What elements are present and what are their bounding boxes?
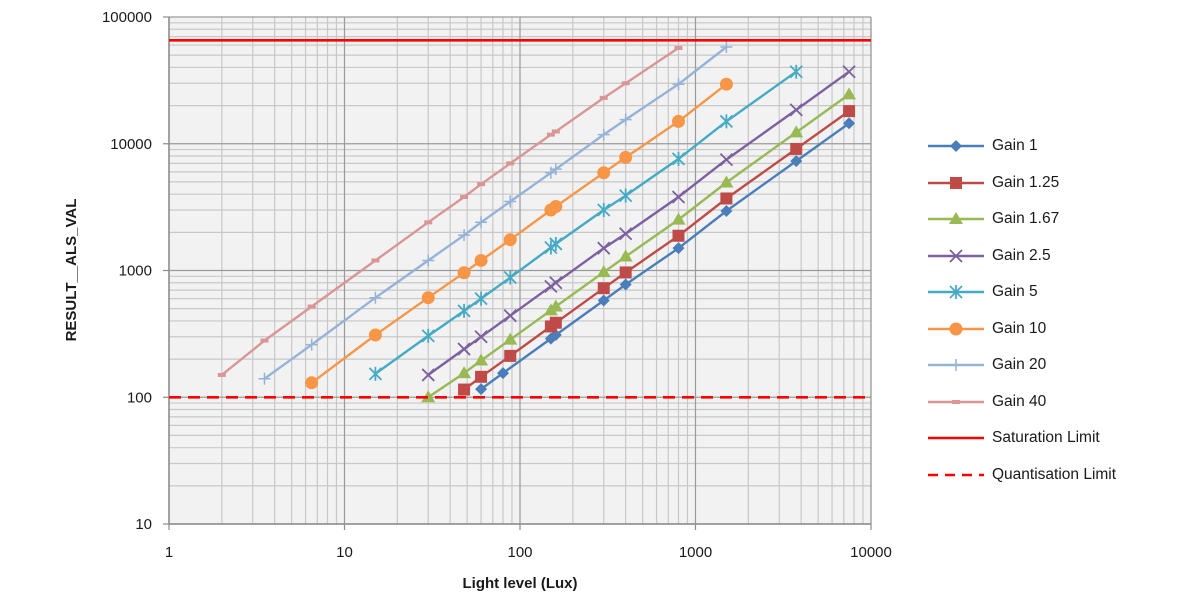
y-tick-label: 100 (127, 389, 152, 406)
legend-label: Gain 2.5 (992, 246, 1051, 264)
axes (163, 16, 872, 530)
legend: Gain 1 Gain 1.25 Gain 1.67 Gain 2.5 Gain 5 Ga… (926, 128, 1186, 493)
legend-item: Gain 10 (926, 311, 1186, 348)
series-gain-1-25 (458, 105, 856, 396)
x-axis-title: Light level (Lux) (462, 575, 577, 592)
legend-swatch-dash-icon (928, 399, 984, 404)
legend-label: Gain 1.67 (992, 210, 1060, 228)
legend-label: Gain 10 (992, 319, 1047, 337)
legend-label: Gain 5 (992, 283, 1038, 301)
x-axis-tick-labels: 1 10 100 1000 10000 (165, 544, 892, 561)
legend-label: Gain 1.25 (992, 173, 1060, 191)
legend-swatch-star-icon (928, 285, 984, 300)
series-gain-20 (258, 40, 733, 385)
y-tick-label: 1000 (119, 263, 152, 280)
series-gain-40 (217, 45, 683, 377)
legend-item: Quantisation Limit (926, 457, 1186, 494)
legend-item: Gain 5 (926, 274, 1186, 311)
y-axis-title: RESULT__ALS_VAL (63, 199, 80, 342)
legend-item: Gain 20 (926, 347, 1186, 384)
data-series (169, 38, 871, 403)
legend-item: Gain 1.67 (926, 201, 1186, 238)
y-tick-label: 10000 (110, 136, 152, 153)
legend-label: Gain 1 (992, 137, 1038, 155)
legend-swatch-x-icon (928, 249, 984, 263)
legend-item: Gain 1.25 (926, 165, 1186, 202)
legend-label: Gain 20 (992, 356, 1047, 374)
legend-swatch-plus-icon (928, 359, 984, 372)
legend-label: Saturation Limit (992, 429, 1100, 447)
y-tick-label: 100000 (102, 9, 152, 26)
legend-item: Gain 1 (926, 128, 1186, 165)
legend-swatch-circle-icon (928, 322, 984, 336)
legend-item: Gain 40 (926, 384, 1186, 421)
x-tick-label: 1 (165, 544, 173, 561)
series-gain-10 (305, 77, 733, 390)
legend-label: Gain 40 (992, 392, 1047, 410)
x-tick-label: 10 (336, 544, 353, 561)
x-tick-label: 1000 (679, 544, 712, 561)
legend-swatch-line-icon (928, 473, 984, 477)
legend-swatch-diamond-icon (928, 140, 984, 153)
legend-swatch-square-icon (928, 176, 984, 189)
series-gain-2-5 (421, 65, 856, 382)
y-tick-label: 10 (135, 516, 152, 533)
legend-item: Gain 2.5 (926, 238, 1186, 275)
series-gain-5 (368, 64, 803, 381)
series-gain-1-67 (421, 87, 857, 403)
legend-label: Quantisation Limit (992, 465, 1117, 483)
x-tick-label: 10000 (850, 544, 892, 561)
legend-swatch-line-icon (928, 436, 984, 440)
legend-swatch-triangle-icon (928, 212, 984, 225)
legend-item: Saturation Limit (926, 420, 1186, 457)
y-axis-tick-labels: 10 100 1000 10000 100000 (102, 9, 152, 533)
x-tick-label: 100 (507, 544, 532, 561)
